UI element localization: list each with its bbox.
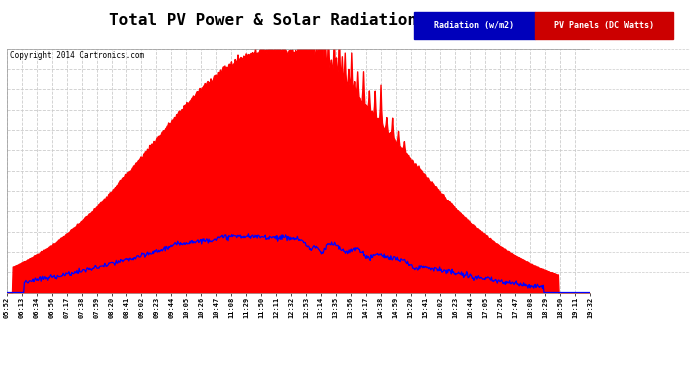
Text: Total PV Power & Solar Radiation Sat Apr 26 19:45: Total PV Power & Solar Radiation Sat Apr… [109,12,581,27]
Text: PV Panels (DC Watts): PV Panels (DC Watts) [554,21,653,30]
Text: Radiation (w/m2): Radiation (w/m2) [435,21,514,30]
Text: Copyright 2014 Cartronics.com: Copyright 2014 Cartronics.com [10,51,144,60]
